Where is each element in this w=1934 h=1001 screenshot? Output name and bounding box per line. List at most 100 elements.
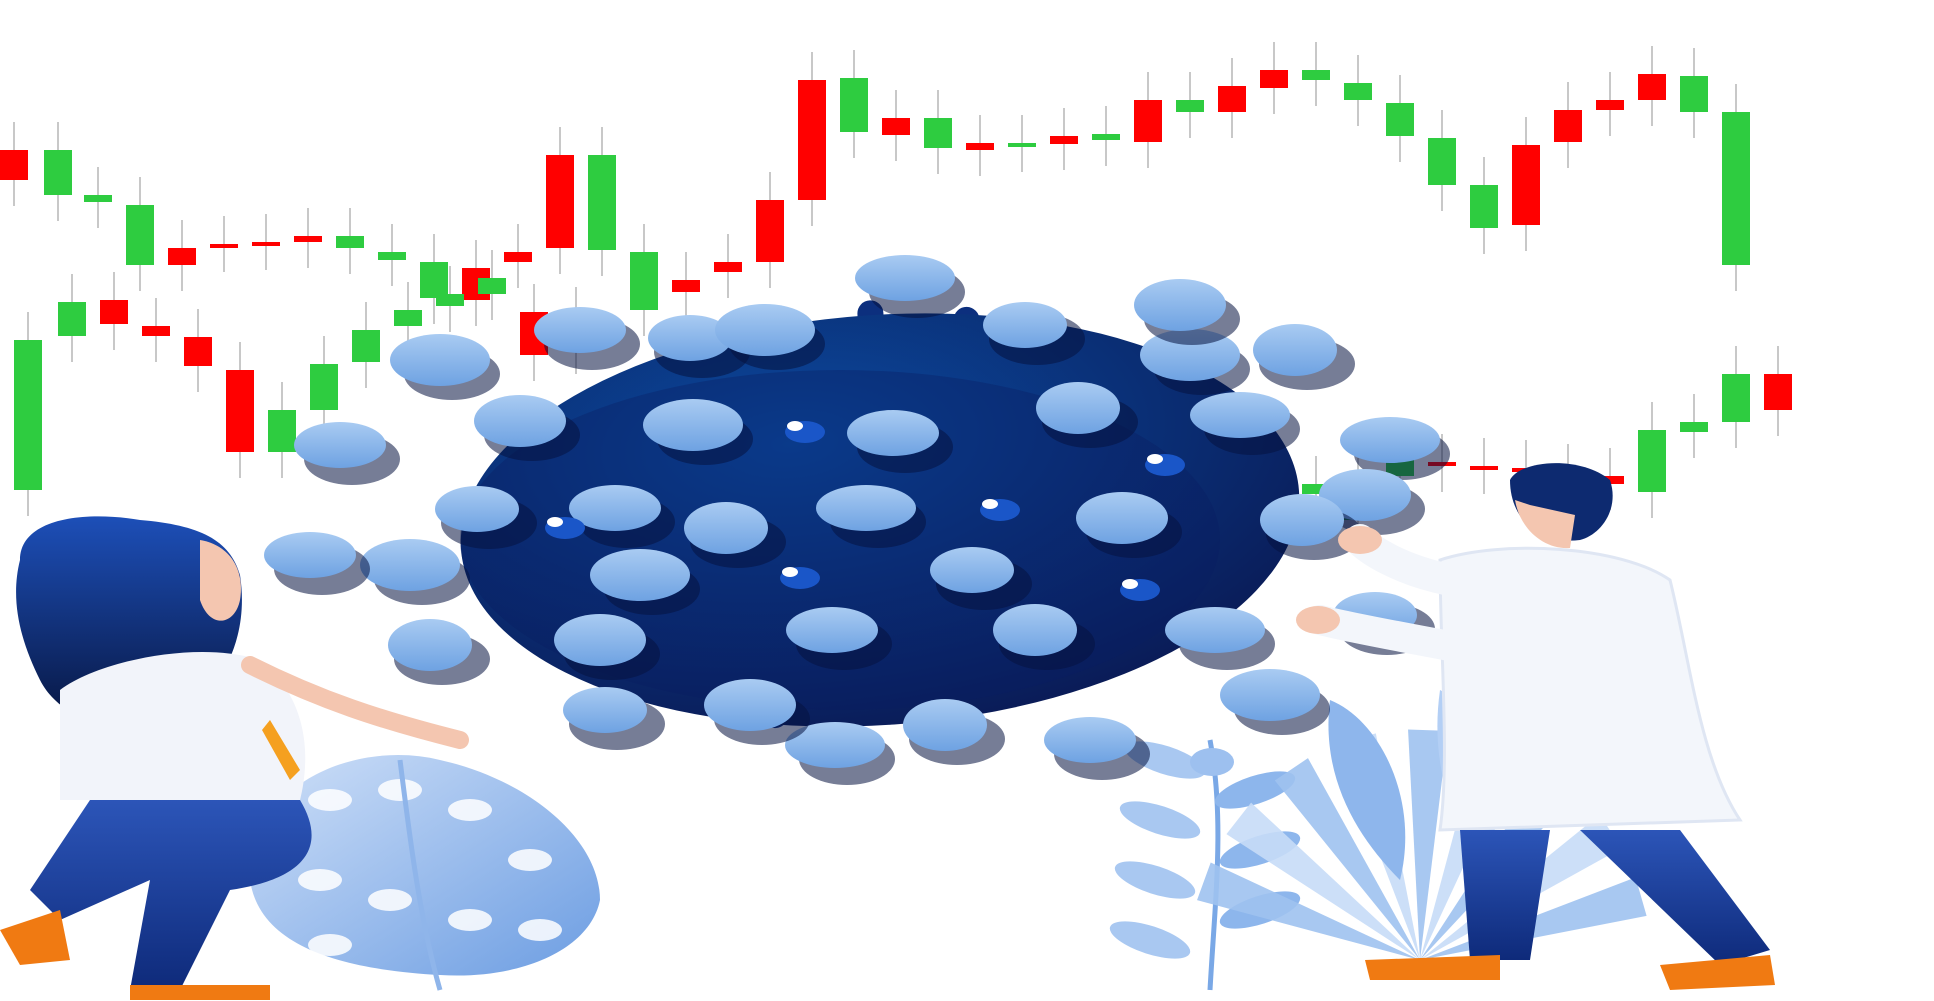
virus-blob — [1319, 469, 1411, 521]
candlestick — [1554, 82, 1582, 168]
candle-body — [1218, 86, 1246, 112]
virus-blob — [684, 502, 768, 554]
candlestick — [924, 90, 952, 174]
palm-frond — [1408, 729, 1449, 960]
virus-blob — [264, 532, 356, 578]
candlestick — [378, 224, 406, 286]
virus-blob — [1220, 669, 1320, 721]
leaf-hole — [448, 909, 492, 931]
candlestick — [100, 272, 128, 350]
woman-character — [0, 516, 469, 1000]
candlestick — [1428, 110, 1456, 211]
leaf-hole — [368, 889, 412, 911]
leaf-hole — [378, 779, 422, 801]
candlestick — [226, 342, 254, 478]
candlestick — [840, 50, 868, 158]
candlestick — [1302, 42, 1330, 106]
scientist-face — [1515, 500, 1575, 549]
virus-blob — [569, 485, 661, 531]
candlestick — [588, 127, 616, 276]
candlestick — [0, 122, 28, 206]
virus-gloss-highlight — [787, 421, 803, 431]
woman-sleeve — [262, 720, 300, 780]
scientist-shoe-right — [1660, 955, 1775, 990]
virus-blob — [1134, 279, 1226, 331]
candlestick — [1386, 75, 1414, 162]
candle-body — [378, 252, 406, 260]
candlestick — [84, 167, 112, 228]
scientist-trouser-left — [1460, 830, 1550, 960]
candle-body — [84, 195, 112, 202]
candle-body — [1386, 103, 1414, 136]
candle-body — [1638, 74, 1666, 100]
virus — [264, 255, 1450, 785]
virus-blob — [1076, 492, 1168, 544]
candle-body — [1134, 100, 1162, 142]
candle-body — [1680, 422, 1708, 432]
candlestick — [436, 266, 464, 332]
candle-body — [478, 278, 506, 294]
virus-gloss-highlight — [982, 499, 998, 509]
virus-blob — [435, 486, 519, 532]
candle-body — [1008, 143, 1036, 147]
woman-arm — [241, 656, 469, 749]
candle-body — [1512, 145, 1540, 225]
candle-body — [588, 155, 616, 250]
leaf-hole — [508, 849, 552, 871]
candle-body — [336, 236, 364, 248]
woman-shirt — [60, 651, 306, 800]
candlestick — [1722, 84, 1750, 291]
candlestick — [630, 224, 658, 336]
candle-body — [142, 326, 170, 336]
candle-body — [840, 78, 868, 132]
fern-top-leaf — [1190, 748, 1234, 776]
candlestick — [1680, 394, 1708, 458]
candle-body — [58, 302, 86, 336]
leaf-hole — [298, 869, 342, 891]
palm-frond — [1226, 802, 1420, 960]
candle-body — [1428, 138, 1456, 185]
candle-body — [252, 242, 280, 246]
virus-blob — [1260, 494, 1344, 546]
virus-blob — [294, 422, 386, 468]
virus-blob — [704, 679, 796, 731]
candle-body — [14, 340, 42, 490]
candlestick — [798, 52, 826, 226]
scientist-hand-lower — [1296, 606, 1340, 634]
candlestick — [294, 208, 322, 268]
candle-body — [436, 294, 464, 306]
virus-blob — [590, 549, 690, 601]
virus-blob — [1165, 607, 1265, 653]
virus-blob — [388, 619, 472, 671]
candle-body — [924, 118, 952, 148]
candlestick — [546, 127, 574, 274]
candle-body — [504, 252, 532, 262]
virus-blob — [785, 722, 885, 768]
candle-body — [1722, 374, 1750, 422]
candlestick — [1680, 48, 1708, 138]
candlestick — [1008, 115, 1036, 172]
candle-body — [966, 143, 994, 150]
candlestick — [1512, 117, 1540, 251]
scientist-character — [1296, 463, 1775, 990]
candlestick — [1764, 346, 1792, 436]
virus-blob — [1044, 717, 1136, 763]
candle-body — [1302, 70, 1330, 80]
virus-blob — [474, 395, 566, 447]
virus-blob — [1190, 392, 1290, 438]
candle-body — [882, 118, 910, 135]
candlestick — [1092, 106, 1120, 166]
candle-body — [756, 200, 784, 262]
leaf-hole — [308, 789, 352, 811]
candle-body — [1470, 185, 1498, 228]
candlestick — [1470, 438, 1498, 494]
candlestick — [1470, 157, 1498, 254]
virus-blob — [993, 604, 1077, 656]
palm-frond — [1197, 862, 1420, 961]
candlestick — [14, 312, 42, 516]
virus-gloss-highlight — [782, 567, 798, 577]
palm-frond — [1328, 700, 1406, 880]
candle-body — [1092, 134, 1120, 140]
scientist-trouser-right — [1580, 830, 1770, 965]
